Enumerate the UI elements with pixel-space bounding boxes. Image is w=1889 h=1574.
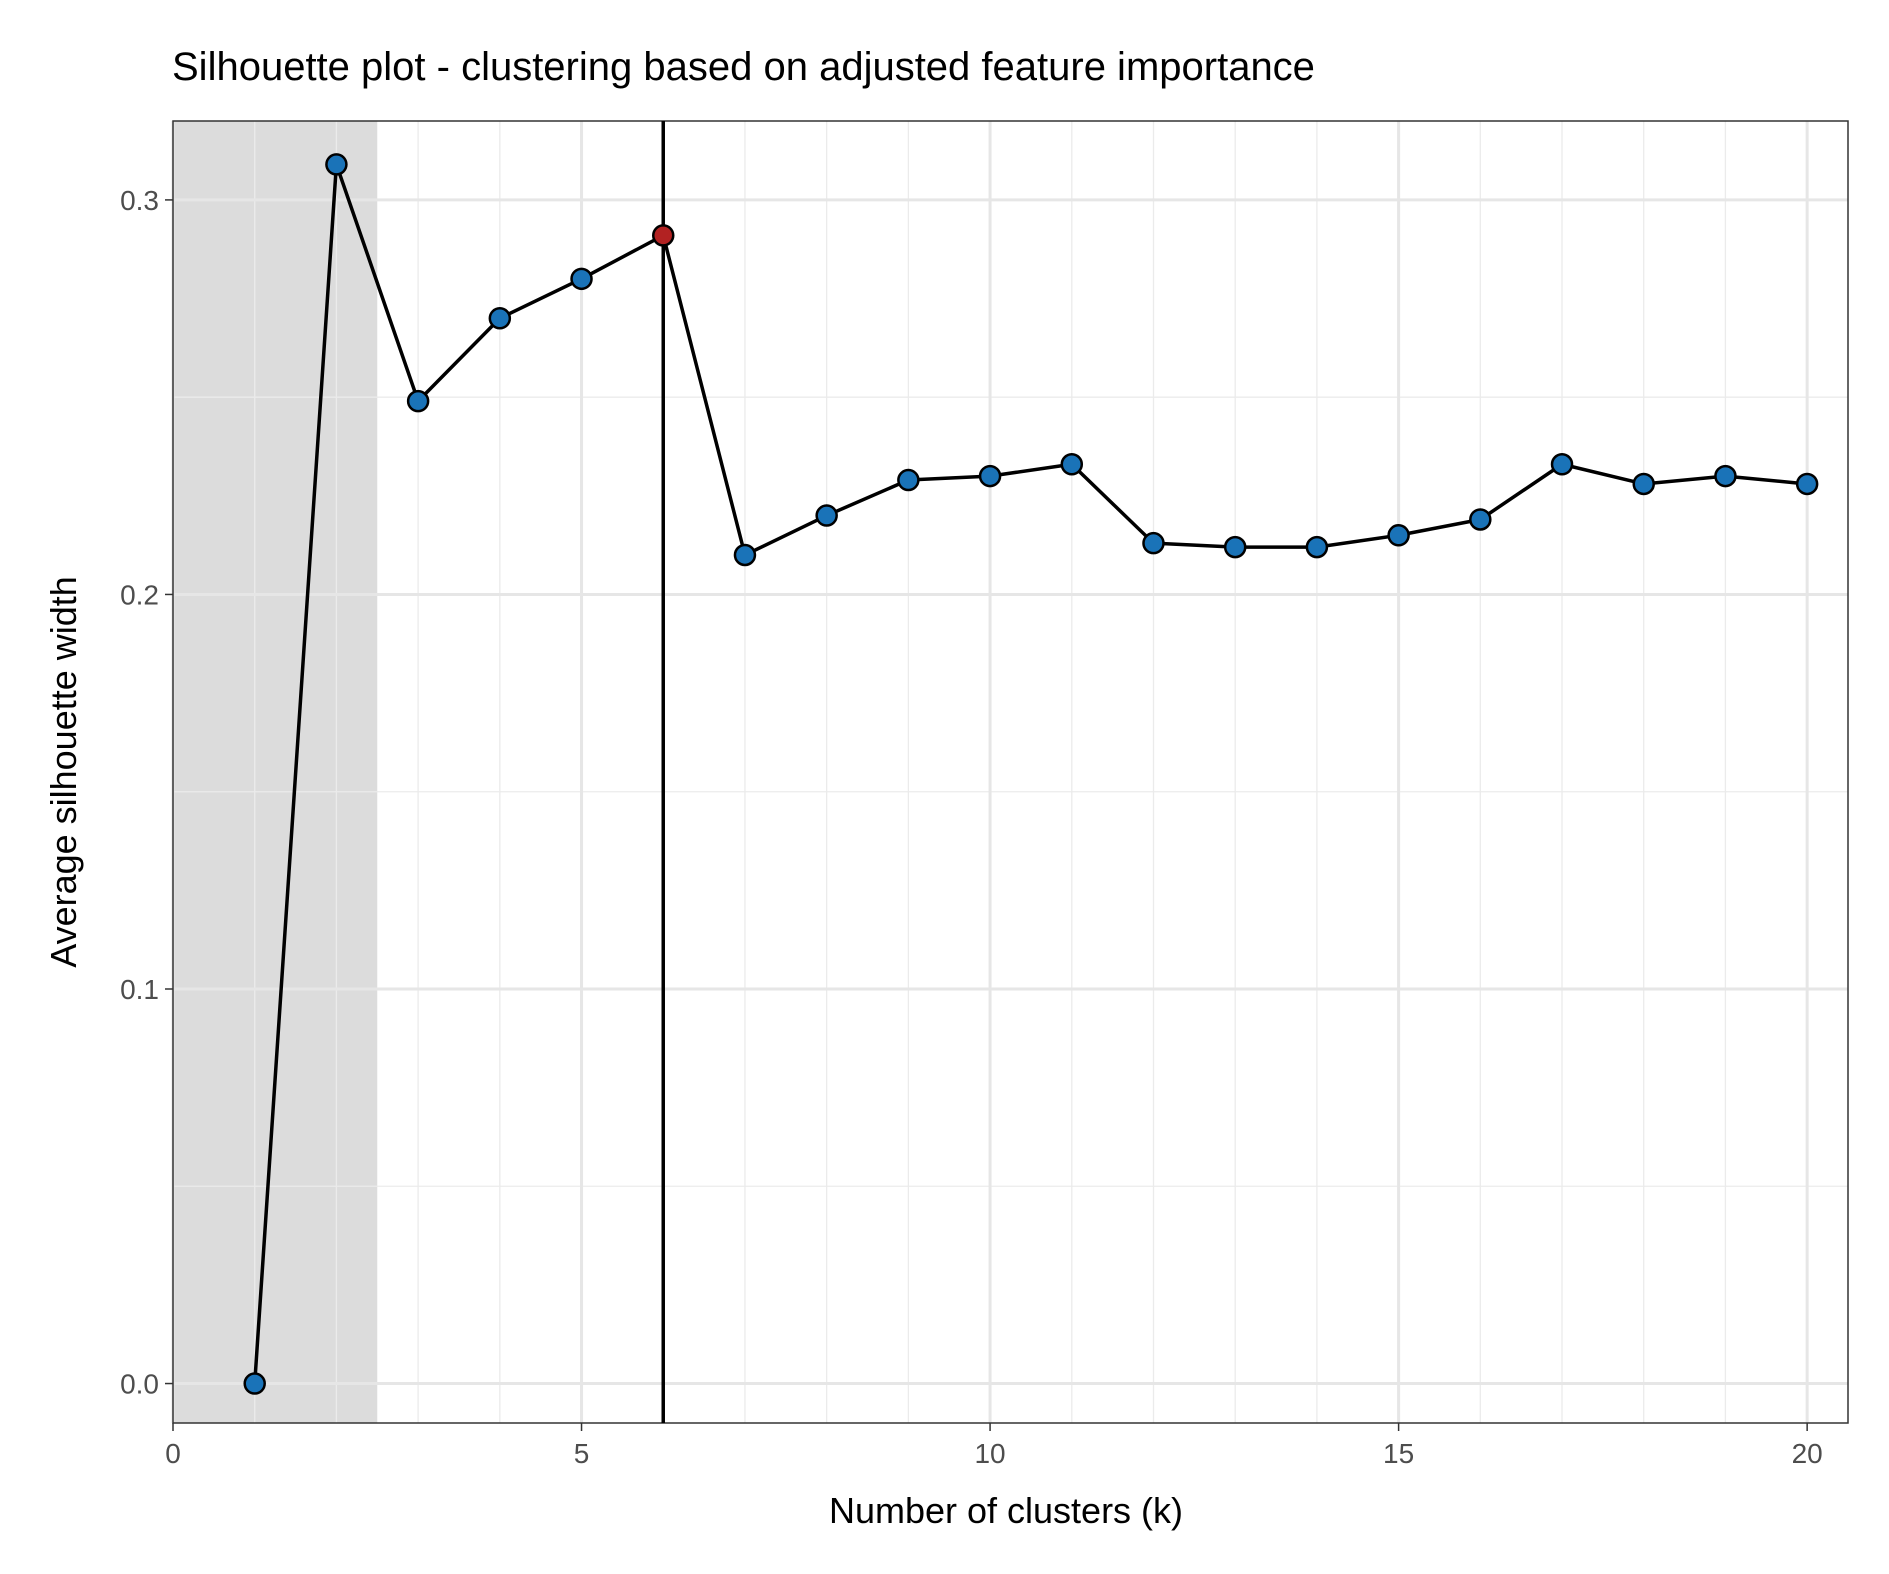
data-point [1795,472,1819,496]
x-tick-label: 10 [974,1438,1005,1469]
data-point [1060,453,1084,476]
data-point [1632,472,1655,496]
data-point [1550,453,1574,476]
highlighted-data-point [651,224,675,247]
data-point [1387,524,1410,547]
series-polyline [252,162,1808,1384]
x-tick-label: 20 [1792,1438,1823,1469]
data-point [733,543,757,567]
plot-panel-border [172,120,1849,1424]
x-tick-label: 0 [165,1438,181,1469]
x-tick-label: 15 [1383,1438,1414,1469]
y-tick-label: 0.0 [120,1369,159,1400]
data-point [325,153,348,176]
data-point [1305,535,1329,559]
data-points [243,153,1819,1395]
data-point [1714,464,1737,488]
y-tick-label: 0.2 [120,579,159,610]
chart-title: Silhouette plot - clustering based on ad… [172,45,1315,89]
data-point [815,504,838,527]
data-point [406,389,430,413]
data-point [897,468,920,492]
series-line [252,162,1808,1384]
x-axis-title: Number of clusters (k) [829,1490,1183,1531]
data-point [978,464,1002,488]
data-point [1223,535,1247,559]
x-tick-label: 5 [574,1438,590,1469]
grid-lines [171,121,1848,1423]
data-point [1142,531,1165,555]
data-point [1469,508,1492,531]
x-axis-ticks: 0 5 10 15 20 [165,1423,1823,1469]
y-tick-label: 0.3 [120,185,159,216]
y-axis-title: Average silhouette width [43,576,84,968]
data-point [570,267,593,291]
data-point [243,1372,266,1395]
y-tick-label: 0.1 [120,974,159,1005]
data-point [488,307,512,330]
y-axis-ticks: 0.0 0.1 0.2 0.3 [120,185,173,1400]
shaded-region [173,121,378,1423]
